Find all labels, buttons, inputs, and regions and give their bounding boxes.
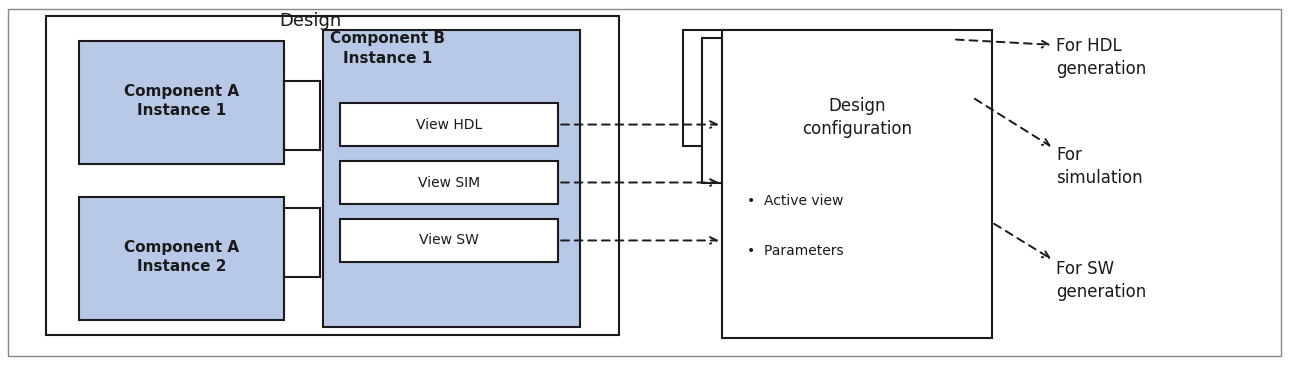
Bar — [703, 38, 972, 182]
Text: View SIM: View SIM — [418, 176, 480, 189]
Text: View SW: View SW — [419, 234, 480, 247]
Text: Design
configuration: Design configuration — [791, 76, 884, 108]
Bar — [46, 16, 619, 335]
Bar — [79, 41, 285, 164]
Text: •  Active view: • Active view — [748, 193, 844, 208]
Bar — [340, 103, 558, 146]
Bar — [722, 30, 991, 338]
Text: For
simulation: For simulation — [1056, 146, 1143, 187]
Bar — [683, 30, 953, 146]
Bar — [340, 219, 558, 262]
Text: Component A
Instance 2: Component A Instance 2 — [124, 240, 238, 274]
Text: Component A
Instance 1: Component A Instance 1 — [124, 84, 238, 118]
Text: Design
configuration: Design configuration — [772, 43, 865, 75]
Bar — [324, 30, 580, 327]
Text: For SW
generation: For SW generation — [1056, 260, 1146, 301]
Text: Design
configuration: Design configuration — [802, 97, 911, 138]
Text: Component B
Instance 1: Component B Instance 1 — [330, 31, 445, 66]
Text: •  Parameters: • Parameters — [748, 244, 844, 258]
Bar — [79, 197, 285, 320]
Bar — [340, 161, 558, 204]
Text: For HDL
generation: For HDL generation — [1056, 37, 1146, 78]
Text: View HDL: View HDL — [416, 118, 482, 131]
Text: Design: Design — [278, 12, 342, 30]
